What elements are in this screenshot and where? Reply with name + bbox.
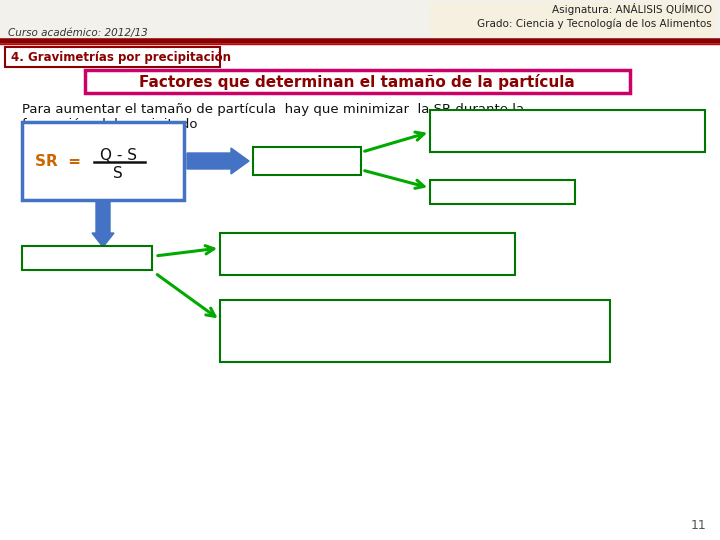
FancyBboxPatch shape bbox=[22, 122, 184, 200]
FancyBboxPatch shape bbox=[430, 180, 575, 204]
Text: •adición lenta del reactivo precipitante: •adición lenta del reactivo precipitante bbox=[226, 338, 472, 351]
Text: Asignatura: ANÁLISIS QUÍMICO
Grado: Ciencia y Tecnología de los Alimentos: Asignatura: ANÁLISIS QUÍMICO Grado: Cien… bbox=[477, 3, 712, 29]
FancyBboxPatch shape bbox=[220, 233, 515, 275]
Text: Control del pH: Control del pH bbox=[437, 186, 526, 199]
FancyBboxPatch shape bbox=[5, 47, 220, 67]
Text: Rapidez con que se mezclan los reactivos:: Rapidez con que se mezclan los reactivos… bbox=[226, 306, 492, 319]
Text: Concentración de los reactivos: Concentración de los reactivos bbox=[226, 238, 419, 251]
Text: Q - S: Q - S bbox=[99, 147, 137, 163]
Text: S: S bbox=[113, 166, 123, 181]
FancyBboxPatch shape bbox=[253, 147, 361, 175]
Text: Aumentar la temperatura:: Aumentar la temperatura: bbox=[436, 115, 592, 128]
FancyBboxPatch shape bbox=[0, 0, 720, 40]
Text: SR  =: SR = bbox=[35, 153, 81, 168]
Text: Disminuir Q: Disminuir Q bbox=[43, 252, 131, 265]
FancyArrow shape bbox=[92, 201, 114, 247]
FancyBboxPatch shape bbox=[220, 300, 610, 362]
Text: •reactivos diluidos: •reactivos diluidos bbox=[226, 253, 343, 266]
Text: •agitación de la disolución: •agitación de la disolución bbox=[226, 322, 393, 335]
FancyBboxPatch shape bbox=[22, 246, 152, 270]
Text: 4. Gravimetrías por precipitación: 4. Gravimetrías por precipitación bbox=[11, 51, 231, 64]
Text: Para aumentar el tamaño de partícula  hay que minimizar  la SR durante la: Para aumentar el tamaño de partícula hay… bbox=[22, 103, 524, 116]
Text: Factores que determinan el tamaño de la partícula: Factores que determinan el tamaño de la … bbox=[139, 74, 575, 90]
FancyBboxPatch shape bbox=[430, 110, 705, 152]
Text: 11: 11 bbox=[690, 519, 706, 532]
FancyBboxPatch shape bbox=[85, 70, 630, 93]
Text: Curso académico: 2012/13: Curso académico: 2012/13 bbox=[8, 28, 148, 38]
Text: formación  del precipitado: formación del precipitado bbox=[22, 118, 197, 131]
FancyArrow shape bbox=[187, 148, 249, 174]
FancyBboxPatch shape bbox=[430, 2, 715, 38]
Text: Aumentar  S: Aumentar S bbox=[258, 154, 356, 168]
Text: •precipitaciones en caliente: •precipitaciones en caliente bbox=[436, 130, 602, 143]
